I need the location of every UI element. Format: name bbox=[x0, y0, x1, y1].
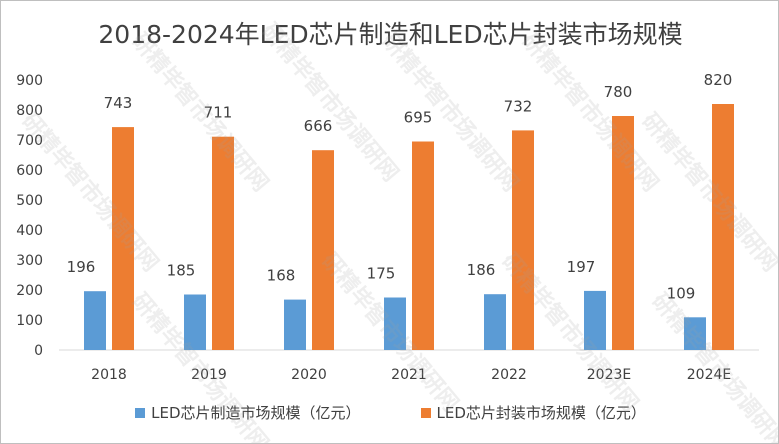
bar-packaging bbox=[312, 150, 334, 350]
y-tick-label: 400 bbox=[16, 223, 43, 239]
data-label: 186 bbox=[467, 261, 496, 279]
bar-packaging bbox=[412, 141, 434, 350]
bar-packaging bbox=[112, 127, 134, 350]
data-label: 666 bbox=[304, 117, 333, 135]
data-label: 743 bbox=[104, 94, 133, 112]
data-label: 711 bbox=[204, 104, 233, 122]
bar-manufacturing bbox=[84, 291, 106, 350]
y-tick-label: 600 bbox=[16, 163, 43, 179]
chart-title: 2018-2024年LED芯片制造和LED芯片封装市场规模 bbox=[98, 20, 683, 49]
y-tick-label: 0 bbox=[34, 343, 43, 359]
y-tick-label: 900 bbox=[16, 73, 43, 89]
y-tick-label: 300 bbox=[16, 253, 43, 269]
data-label: 185 bbox=[167, 262, 196, 280]
y-tick-label: 100 bbox=[16, 313, 43, 329]
x-tick-label: 2022 bbox=[491, 367, 527, 383]
legend-item-manufacturing: LED芯片制造市场规模（亿元） bbox=[135, 402, 361, 423]
data-label: 197 bbox=[567, 258, 596, 276]
x-tick-label: 2024E bbox=[687, 367, 731, 383]
bar-packaging bbox=[712, 104, 734, 350]
y-tick-label: 800 bbox=[16, 103, 43, 119]
bar-manufacturing bbox=[684, 317, 706, 350]
data-label: 196 bbox=[67, 258, 96, 276]
data-label: 695 bbox=[404, 109, 433, 127]
bar-packaging bbox=[612, 116, 634, 350]
bar-manufacturing bbox=[484, 294, 506, 350]
legend-swatch bbox=[420, 407, 431, 418]
x-tick-label: 2019 bbox=[191, 367, 227, 383]
data-label: 732 bbox=[504, 97, 533, 115]
x-tick-label: 2021 bbox=[391, 367, 427, 383]
bar-packaging bbox=[512, 130, 534, 350]
data-label: 168 bbox=[267, 267, 296, 285]
legend: LED芯片制造市场规模（亿元） LED芯片封装市场规模（亿元） bbox=[1, 402, 778, 423]
data-label: 820 bbox=[704, 71, 733, 89]
x-tick-label: 2018 bbox=[91, 367, 127, 383]
legend-label: LED芯片制造市场规模（亿元） bbox=[151, 404, 361, 422]
data-label: 175 bbox=[367, 265, 396, 283]
legend-label: LED芯片封装市场规模（亿元） bbox=[436, 404, 646, 422]
legend-item-packaging: LED芯片封装市场规模（亿元） bbox=[420, 402, 646, 423]
data-label: 780 bbox=[604, 83, 633, 101]
bar-packaging bbox=[212, 136, 234, 350]
data-label: 109 bbox=[667, 284, 696, 302]
bar-manufacturing bbox=[584, 290, 606, 350]
x-tick-label: 2020 bbox=[291, 367, 327, 383]
y-tick-label: 200 bbox=[16, 283, 43, 299]
y-tick-label: 500 bbox=[16, 193, 43, 209]
y-tick-label: 700 bbox=[16, 133, 43, 149]
bar-manufacturing bbox=[384, 297, 406, 350]
bar-manufacturing bbox=[184, 294, 206, 350]
bar-manufacturing bbox=[284, 299, 306, 350]
x-tick-label: 2023E bbox=[587, 367, 631, 383]
legend-swatch bbox=[135, 407, 146, 418]
